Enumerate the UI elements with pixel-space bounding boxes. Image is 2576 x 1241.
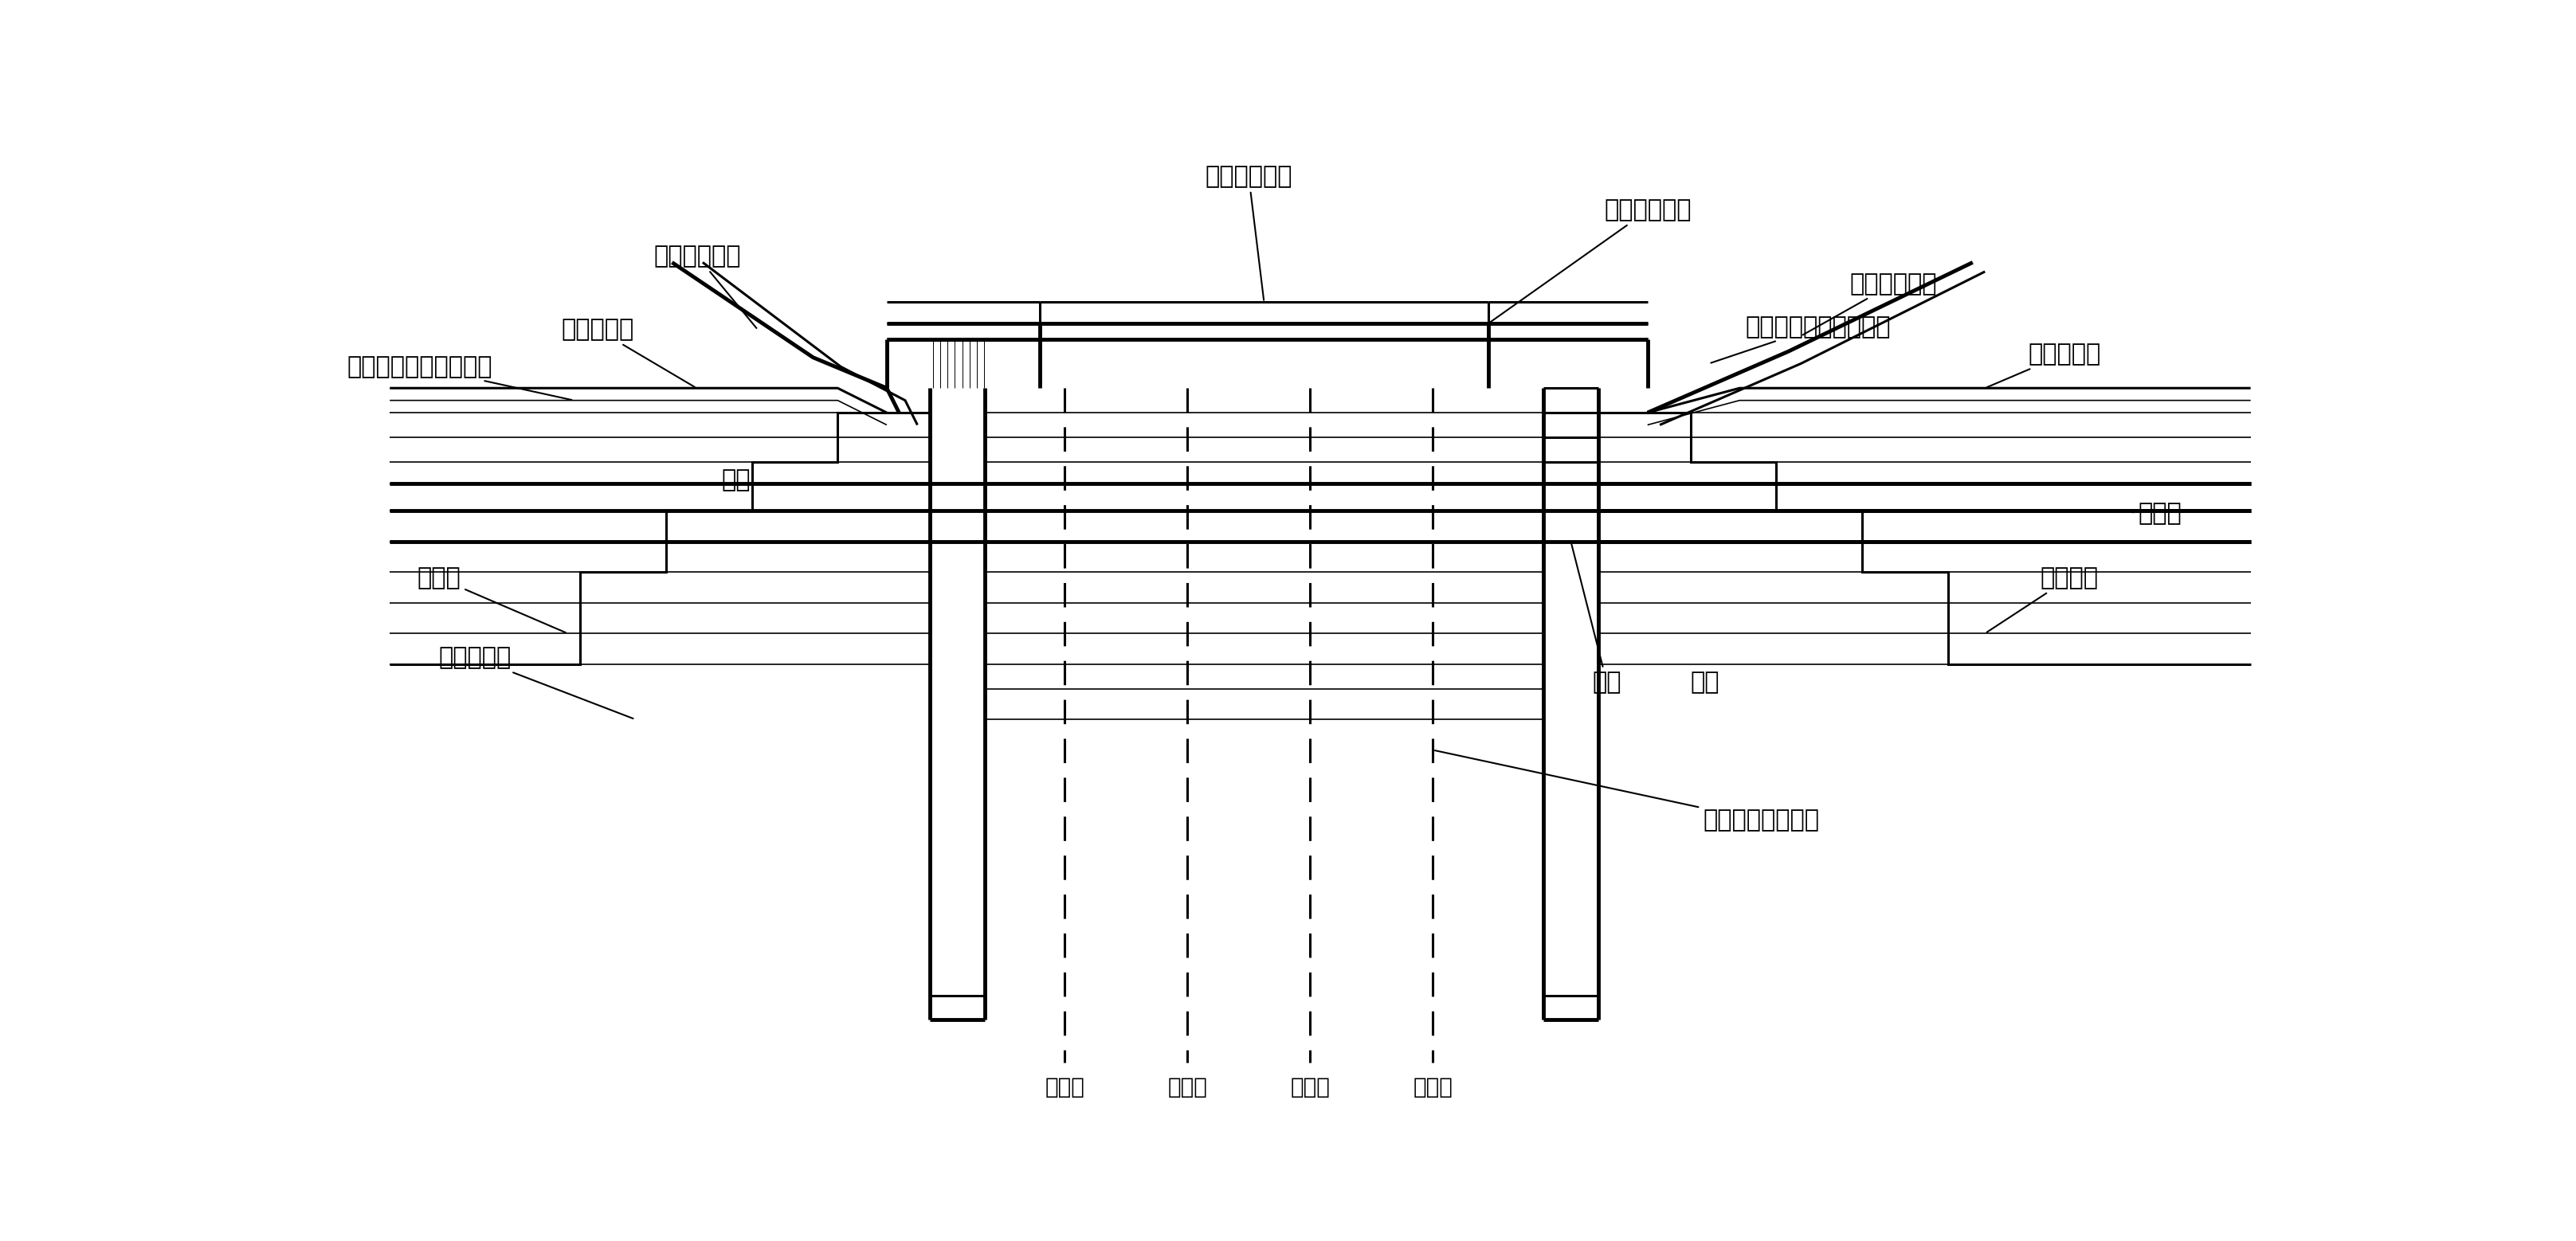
Text: 锚固桩: 锚固桩	[1167, 1076, 1208, 1098]
Text: 桩间挡土板: 桩间挡土板	[438, 647, 634, 719]
Text: 挡墙: 挡墙	[1690, 671, 1721, 694]
Text: 墙顶平台截水沟底面线: 墙顶平台截水沟底面线	[1710, 315, 1891, 362]
Text: 锚固桩: 锚固桩	[1046, 1076, 1084, 1098]
Text: 混凝土截水沟: 混凝土截水沟	[1206, 165, 1293, 300]
Text: 端墙: 端墙	[1571, 544, 1620, 694]
Text: 钢筋混凝土锚固桩: 钢筋混凝土锚固桩	[1435, 751, 1819, 831]
Text: 锚固桩: 锚固桩	[1291, 1076, 1329, 1098]
Text: 挡墙墙顶线: 挡墙墙顶线	[1986, 343, 2099, 387]
Text: 路肩线: 路肩线	[2110, 503, 2182, 525]
Text: 混凝土急流槽: 混凝土急流槽	[1803, 272, 1937, 335]
Text: 墙顶平台截水沟底面线: 墙顶平台截水沟底面线	[348, 355, 572, 400]
Text: 挡墙墙顶线: 挡墙墙顶线	[562, 318, 696, 387]
Text: 墙趾线: 墙趾线	[417, 567, 567, 633]
Text: 锚固桩: 锚固桩	[1412, 1076, 1453, 1098]
Text: 挡墙: 挡墙	[721, 469, 750, 491]
Text: 桩板墙墙顶线: 桩板墙墙顶线	[1489, 199, 1692, 323]
Text: 挡墙趾线: 挡墙趾线	[1986, 567, 2099, 632]
Text: 混凝土急流槽: 混凝土急流槽	[654, 244, 757, 328]
